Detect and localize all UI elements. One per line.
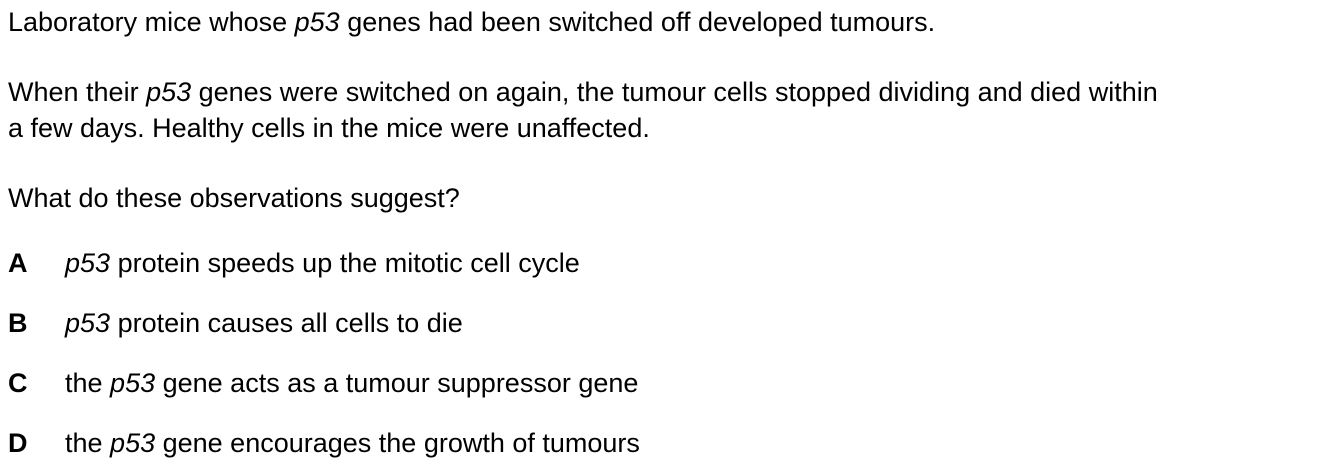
option-text-before: the	[65, 428, 111, 458]
gene-name: p53	[294, 7, 340, 37]
gene-name: p53	[65, 308, 111, 338]
option-text: the p53 gene acts as a tumour suppressor…	[65, 365, 638, 401]
option-text-after: gene acts as a tumour suppressor gene	[155, 368, 639, 398]
option-text-before: the	[65, 368, 111, 398]
gene-name: p53	[65, 248, 111, 278]
intro-2-text-after-b: a few days. Healthy cells in the mice we…	[8, 113, 650, 143]
option-letter: C	[8, 368, 28, 398]
intro-1-text-before: Laboratory mice whose	[8, 7, 295, 37]
intro-paragraph-1: Laboratory mice whose p53 genes had been…	[8, 4, 935, 40]
intro-2-text-after-a: genes were switched on again, the tumour…	[191, 77, 1158, 107]
option-text-after: protein causes all cells to die	[110, 308, 463, 338]
intro-2-text-before: When their	[8, 77, 147, 107]
option-text: p53 protein speeds up the mitotic cell c…	[65, 245, 580, 281]
option-letter: B	[8, 308, 28, 338]
option-letter: D	[8, 428, 28, 458]
gene-name: p53	[110, 368, 156, 398]
question-text: What do these observations suggest?	[8, 183, 460, 213]
gene-name: p53	[110, 428, 156, 458]
intro-1-text-after: genes had been switched off developed tu…	[339, 7, 936, 37]
gene-name: p53	[146, 77, 192, 107]
option-text: p53 protein causes all cells to die	[65, 305, 463, 341]
intro-paragraph-2: When their p53 genes were switched on ag…	[8, 74, 1158, 146]
option-text-after: protein speeds up the mitotic cell cycle	[110, 248, 580, 278]
option-text: the p53 gene encourages the growth of tu…	[65, 425, 640, 461]
option-letter: A	[8, 248, 28, 278]
option-text-after: gene encourages the growth of tumours	[155, 428, 640, 458]
